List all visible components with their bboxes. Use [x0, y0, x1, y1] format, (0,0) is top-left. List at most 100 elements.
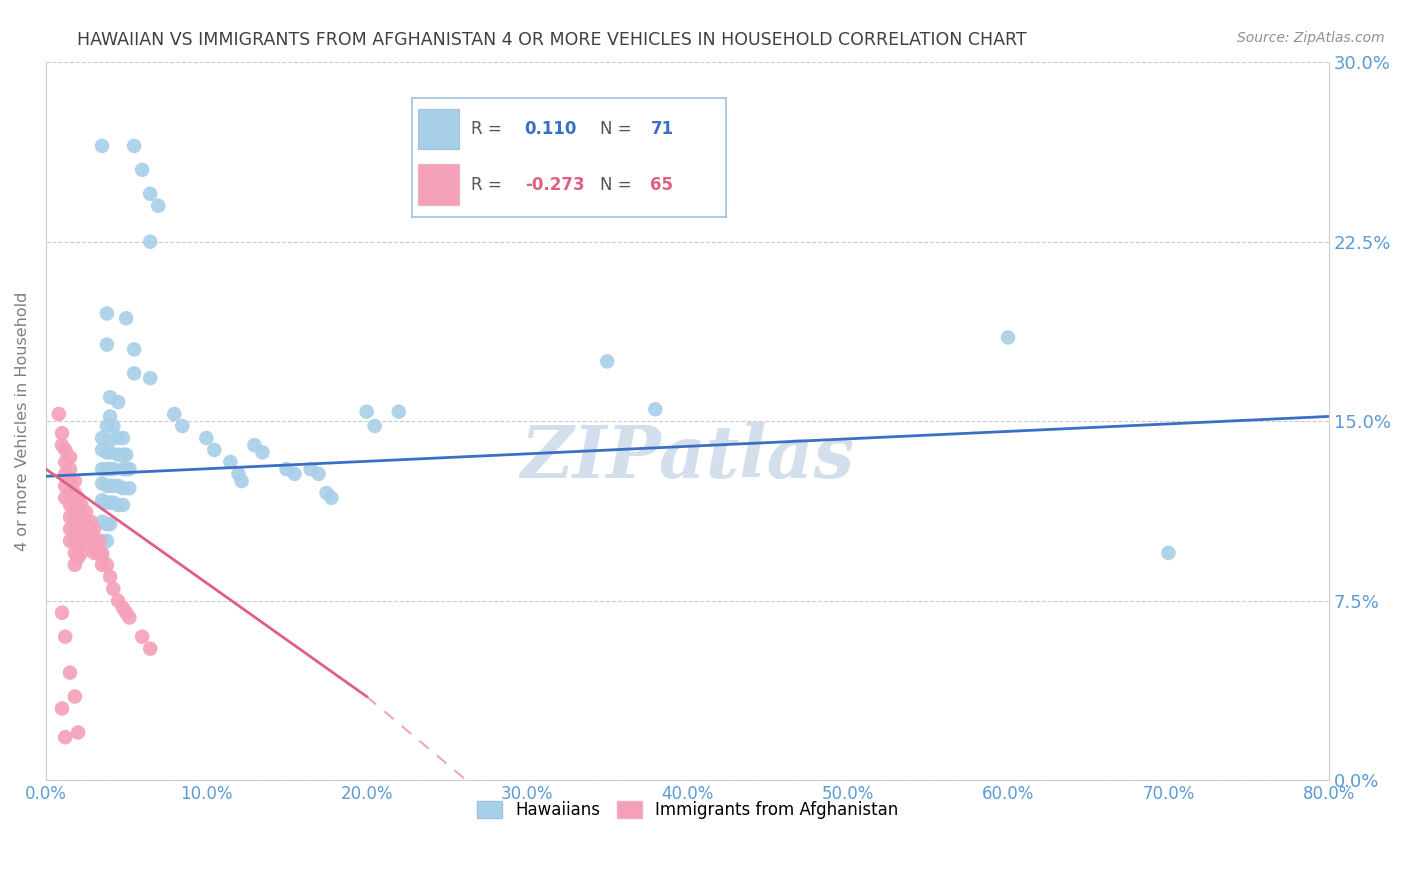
Point	[139, 371, 162, 385]
Point	[91, 493, 114, 508]
Point	[231, 474, 253, 488]
Point	[276, 462, 298, 476]
Point	[53, 467, 76, 481]
Point	[98, 434, 121, 448]
Point	[53, 479, 76, 493]
Point	[103, 479, 125, 493]
Point	[53, 442, 76, 457]
Point	[122, 343, 145, 357]
Point	[87, 533, 110, 548]
Point	[111, 448, 134, 462]
Point	[228, 467, 250, 481]
Point	[243, 438, 266, 452]
Point	[139, 186, 162, 201]
Point	[63, 474, 86, 488]
Point	[67, 503, 90, 517]
Point	[122, 367, 145, 381]
Point	[91, 558, 114, 572]
Legend: Hawaiians, Immigrants from Afghanistan: Hawaiians, Immigrants from Afghanistan	[470, 795, 905, 826]
Point	[163, 407, 186, 421]
Point	[107, 448, 129, 462]
Point	[111, 498, 134, 512]
Point	[283, 467, 305, 481]
Point	[122, 139, 145, 153]
Point	[75, 529, 97, 543]
Point	[51, 701, 73, 715]
Point	[299, 462, 322, 476]
Point	[131, 162, 153, 177]
Point	[48, 407, 70, 421]
Point	[80, 539, 103, 553]
Point	[107, 593, 129, 607]
Point	[70, 546, 93, 560]
Point	[96, 479, 118, 493]
Point	[139, 641, 162, 656]
Point	[70, 533, 93, 548]
Point	[596, 354, 619, 368]
Point	[59, 462, 82, 476]
Point	[111, 481, 134, 495]
Point	[91, 442, 114, 457]
Point	[67, 526, 90, 541]
Point	[91, 431, 114, 445]
Point	[96, 533, 118, 548]
Point	[98, 570, 121, 584]
Point	[96, 462, 118, 476]
Point	[103, 495, 125, 509]
Point	[83, 522, 105, 536]
Point	[98, 409, 121, 424]
Point	[63, 690, 86, 704]
Point	[91, 533, 114, 548]
Point	[53, 730, 76, 744]
Point	[98, 445, 121, 459]
Point	[75, 505, 97, 519]
Point	[70, 522, 93, 536]
Point	[321, 491, 343, 505]
Point	[148, 199, 170, 213]
Point	[118, 610, 141, 624]
Point	[644, 402, 666, 417]
Point	[96, 517, 118, 532]
Point	[115, 606, 138, 620]
Text: Source: ZipAtlas.com: Source: ZipAtlas.com	[1237, 31, 1385, 45]
Point	[115, 448, 138, 462]
Point	[98, 517, 121, 532]
Point	[59, 486, 82, 500]
Point	[111, 601, 134, 615]
Text: HAWAIIAN VS IMMIGRANTS FROM AFGHANISTAN 4 OR MORE VEHICLES IN HOUSEHOLD CORRELAT: HAWAIIAN VS IMMIGRANTS FROM AFGHANISTAN …	[77, 31, 1026, 49]
Point	[63, 486, 86, 500]
Point	[172, 419, 194, 434]
Point	[51, 606, 73, 620]
Point	[118, 481, 141, 495]
Point	[91, 546, 114, 560]
Point	[87, 546, 110, 560]
Point	[107, 431, 129, 445]
Point	[131, 630, 153, 644]
Point	[51, 426, 73, 441]
Point	[111, 431, 134, 445]
Point	[63, 510, 86, 524]
Point	[96, 445, 118, 459]
Point	[195, 431, 218, 445]
Point	[63, 498, 86, 512]
Point	[91, 515, 114, 529]
Point	[103, 462, 125, 476]
Point	[308, 467, 330, 481]
Point	[59, 474, 82, 488]
Point	[59, 450, 82, 464]
Point	[83, 546, 105, 560]
Point	[96, 495, 118, 509]
Point	[91, 476, 114, 491]
Point	[388, 404, 411, 418]
Point	[59, 522, 82, 536]
Point	[219, 455, 242, 469]
Point	[98, 479, 121, 493]
Point	[997, 330, 1019, 344]
Point	[70, 510, 93, 524]
Point	[103, 419, 125, 434]
Point	[91, 139, 114, 153]
Point	[96, 337, 118, 351]
Point	[53, 491, 76, 505]
Point	[59, 665, 82, 680]
Point	[83, 533, 105, 548]
